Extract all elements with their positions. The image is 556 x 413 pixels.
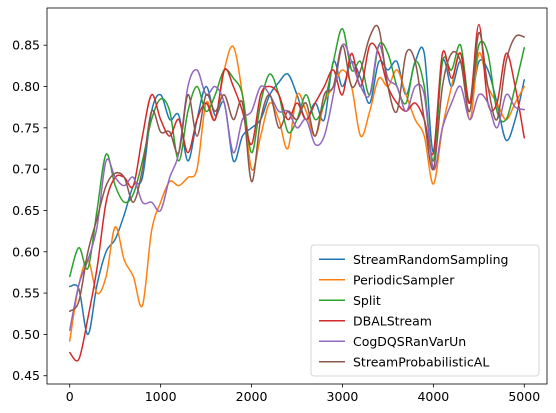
legend: StreamRandomSampling PeriodicSampler Split… [311, 245, 539, 376]
y-tick-label: 0.50 [12, 327, 40, 342]
y-tick-label: 0.65 [12, 203, 40, 218]
y-tick-label: 0.75 [12, 120, 40, 135]
y-tick-label: 0.85 [12, 38, 40, 53]
y-tick-label: 0.55 [12, 286, 40, 301]
y-tick-label: 0.45 [12, 368, 40, 383]
legend-label-2: Split [353, 293, 381, 308]
x-tick-label: 4000 [417, 389, 449, 404]
x-tick-label: 2000 [236, 389, 268, 404]
y-tick-label: 0.70 [12, 162, 40, 177]
x-tick-label: 0 [66, 389, 74, 404]
legend-label-1: PeriodicSampler [353, 272, 455, 287]
legend-label-4: CogDQSRanVarUn [353, 334, 466, 349]
x-tick-label: 1000 [145, 389, 177, 404]
x-tick-label: 3000 [327, 389, 359, 404]
legend-label-3: DBALStream [353, 313, 432, 328]
y-tick-label: 0.60 [12, 244, 40, 259]
y-tick-label: 0.80 [12, 79, 40, 94]
legend-label-5: StreamProbabilisticAL [353, 354, 489, 369]
x-tick-label: 5000 [508, 389, 540, 404]
y-axis: 0.45 0.50 0.55 0.60 0.65 0.70 0.75 0.80 0.85 [12, 38, 47, 384]
legend-label-0: StreamRandomSampling [353, 252, 509, 267]
x-axis: 0 1000 2000 3000 4000 5000 [66, 384, 540, 404]
